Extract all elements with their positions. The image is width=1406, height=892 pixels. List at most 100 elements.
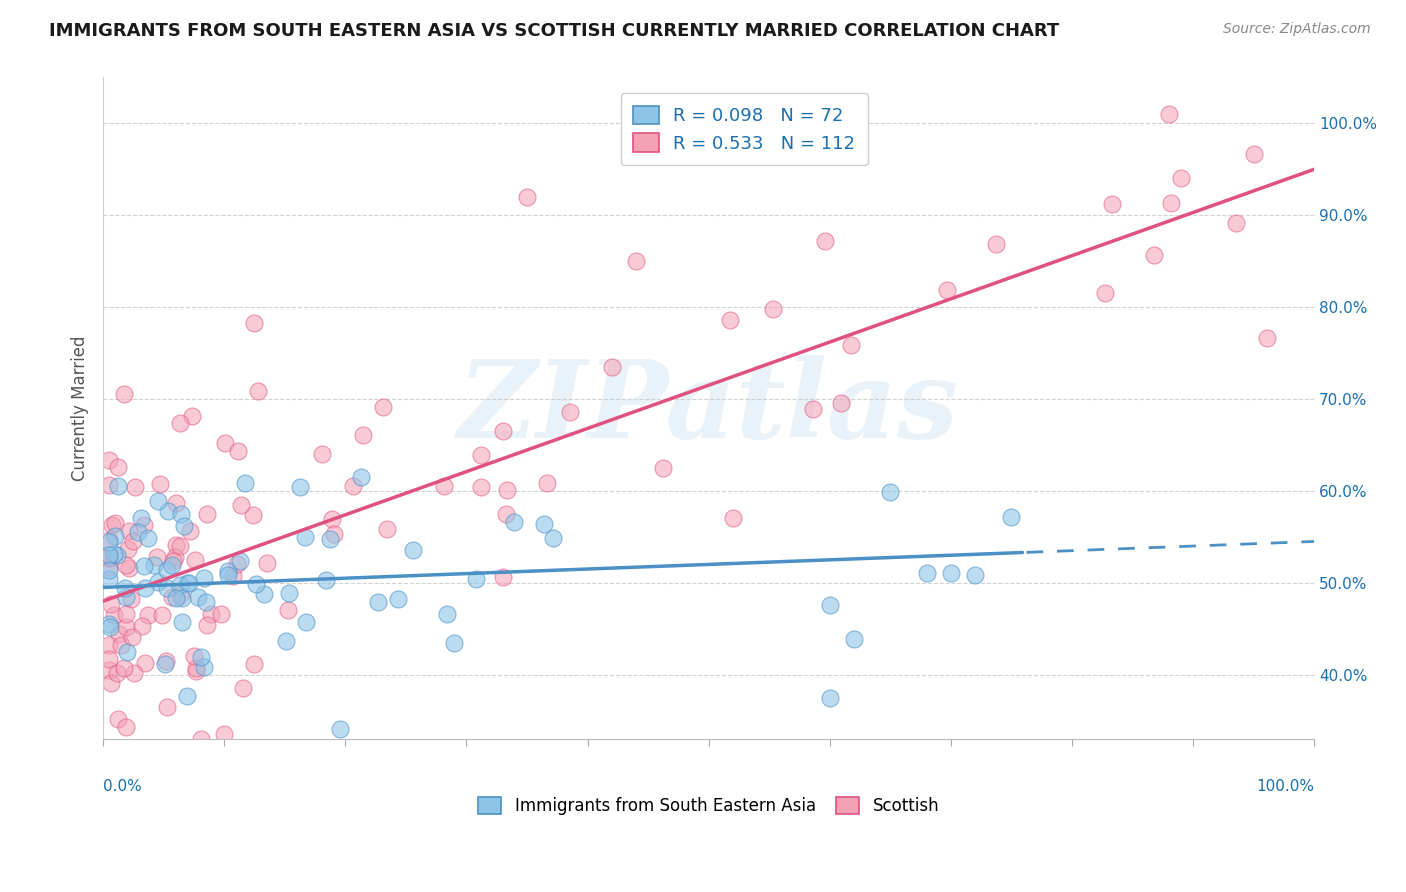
Point (433, 478, 456, 492)
Point (146, 549, 169, 564)
Point (1170, 170, 1192, 185)
Point (842, 632, 865, 646)
Point (165, 591, 187, 605)
Point (818, 599, 841, 613)
Point (160, 558, 183, 572)
Point (560, 405, 582, 419)
Point (176, 575, 198, 590)
Point (98, 617, 121, 632)
Point (879, 485, 901, 500)
Point (470, 448, 492, 462)
Point (190, 650, 212, 665)
Point (1094, 285, 1116, 300)
Text: ZIPatlas: ZIPatlas (458, 355, 959, 461)
Point (165, 538, 187, 552)
Point (536, 476, 558, 491)
Point (160, 590, 183, 604)
Point (443, 635, 465, 649)
Point (232, 681, 254, 695)
Point (470, 479, 492, 493)
Point (179, 524, 201, 538)
Point (495, 507, 517, 521)
Point (134, 657, 156, 671)
Point (936, 283, 959, 297)
Point (155, 657, 177, 671)
Point (503, 515, 526, 529)
Point (600, 360, 623, 375)
Point (105, 549, 128, 563)
Point (1225, 216, 1247, 230)
Point (274, 633, 297, 648)
Point (253, 587, 276, 601)
Point (146, 575, 169, 590)
Point (226, 557, 249, 571)
Point (100, 675, 122, 690)
Point (117, 541, 139, 556)
Point (156, 563, 179, 577)
Point (118, 524, 141, 538)
Point (176, 689, 198, 703)
Point (98, 663, 121, 677)
Text: 100.0%: 100.0% (1256, 779, 1315, 794)
Point (114, 581, 136, 595)
Point (169, 578, 191, 592)
Point (321, 512, 343, 526)
Point (231, 498, 253, 512)
Point (124, 480, 146, 494)
Point (323, 527, 346, 541)
Point (541, 531, 564, 545)
Point (107, 712, 129, 726)
Text: IMMIGRANTS FROM SOUTH EASTERN ASIA VS SCOTTISH CURRENTLY MARRIED CORRELATION CHA: IMMIGRANTS FROM SOUTH EASTERN ASIA VS SC… (49, 22, 1060, 40)
Point (180, 409, 202, 423)
Point (256, 556, 278, 570)
Point (209, 607, 232, 621)
Point (98, 478, 121, 492)
Point (195, 595, 218, 609)
Point (233, 475, 256, 490)
Point (110, 638, 132, 652)
Point (1256, 331, 1278, 345)
Point (387, 592, 409, 607)
Point (136, 607, 159, 622)
Point (1000, 510, 1022, 524)
Point (169, 588, 191, 602)
Point (156, 504, 179, 518)
Point (162, 553, 184, 567)
Point (402, 543, 425, 558)
Point (193, 660, 215, 674)
Point (200, 607, 222, 621)
Y-axis label: Currently Married: Currently Married (72, 335, 89, 481)
Point (814, 234, 837, 248)
Point (1243, 147, 1265, 161)
Point (246, 384, 269, 398)
Point (721, 511, 744, 525)
Point (315, 573, 337, 587)
Point (186, 664, 208, 678)
Point (170, 507, 193, 521)
Point (464, 573, 486, 587)
Point (228, 554, 250, 568)
Point (375, 522, 398, 536)
Point (184, 660, 207, 674)
Point (367, 595, 389, 609)
Point (190, 731, 212, 746)
Point (108, 627, 131, 641)
Point (839, 337, 862, 351)
Point (98, 638, 121, 652)
Point (107, 459, 129, 474)
Point (170, 591, 193, 605)
Point (214, 436, 236, 450)
Point (222, 569, 245, 583)
Point (142, 558, 165, 572)
Legend: Immigrants from South Eastern Asia, Scottish: Immigrants from South Eastern Asia, Scot… (471, 790, 946, 822)
Point (107, 479, 129, 493)
Point (114, 607, 136, 622)
Point (121, 630, 143, 644)
Point (496, 483, 519, 497)
Point (98, 534, 121, 549)
Point (112, 387, 135, 401)
Point (134, 581, 156, 595)
Point (184, 553, 207, 567)
Point (98, 563, 121, 577)
Point (294, 530, 316, 544)
